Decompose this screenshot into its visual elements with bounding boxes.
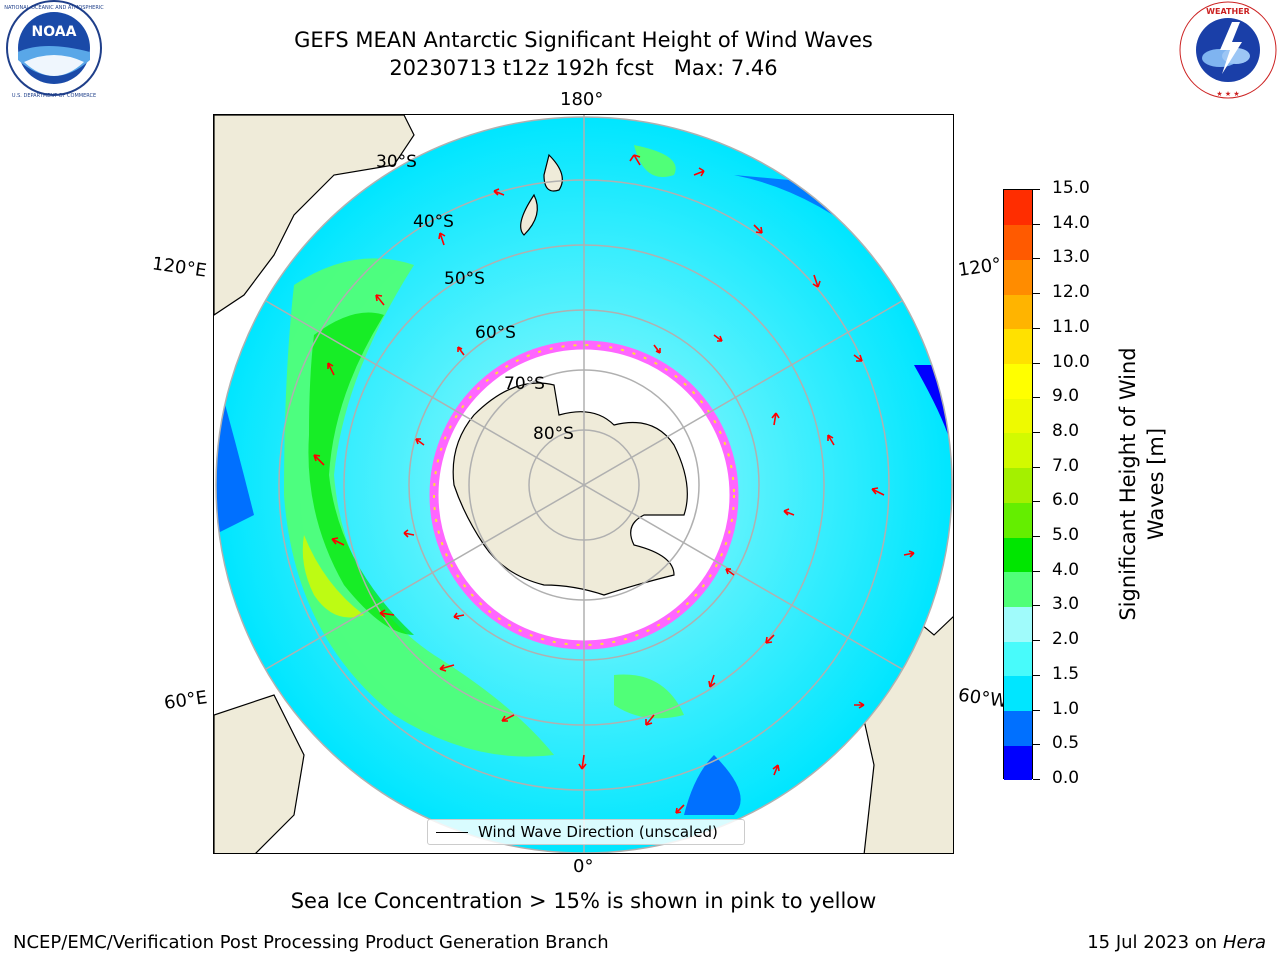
chart-title: GEFS MEAN Antarctic Significant Height o… — [213, 26, 954, 82]
lat-label-80s: 80°S — [533, 424, 574, 444]
noaa-logo: NOAA NATIONAL OCEANIC AND ATMOSPHERIC U.… — [4, 0, 104, 99]
colorbar-tick — [1033, 362, 1040, 364]
colorbar-segment — [1004, 537, 1032, 573]
footer-date: 15 Jul 2023 on Hera — [1087, 932, 1266, 953]
colorbar-segment — [1004, 745, 1032, 781]
colorbar-tick-label: 7.0 — [1052, 455, 1080, 476]
colorbar-segment — [1004, 432, 1032, 469]
lon-label-120e: 120°E — [150, 253, 208, 282]
colorbar-tick-label: 14.0 — [1052, 212, 1090, 233]
colorbar-segment — [1004, 467, 1032, 503]
colorbar-tick — [1033, 779, 1040, 780]
colorbar-tick — [1033, 431, 1040, 433]
colorbar-segment — [1004, 259, 1032, 295]
colorbar-segment — [1004, 606, 1032, 642]
colorbar-tick-label: 2.0 — [1052, 629, 1080, 650]
land-new-zealand — [520, 153, 563, 236]
lat-label-30s: 30°S — [376, 152, 417, 172]
colorbar-segment — [1004, 675, 1032, 712]
lat-label-50s: 50°S — [444, 269, 485, 289]
colorbar-tick — [1033, 501, 1040, 503]
colorbar-tick-label: 5.0 — [1052, 525, 1080, 546]
colorbar-tick — [1033, 709, 1040, 711]
high-wave-arc — [284, 258, 554, 757]
land-africa — [214, 694, 305, 853]
title-line-1: GEFS MEAN Antarctic Significant Height o… — [294, 28, 873, 52]
colorbar-tick-label: 10.0 — [1052, 351, 1090, 372]
colorbar-tick-label: 4.0 — [1052, 559, 1080, 580]
colorbar-tick — [1033, 223, 1040, 225]
colorbar-tick — [1033, 189, 1040, 190]
colorbar-tick — [1033, 744, 1040, 746]
lat-label-70s: 70°S — [504, 374, 545, 394]
lat-label-60s: 60°S — [475, 323, 516, 343]
colorbar-tick-label: 11.0 — [1052, 316, 1090, 337]
colorbar-tick — [1033, 640, 1040, 642]
colorbar-tick-label: 1.5 — [1052, 663, 1080, 684]
colorbar-tick — [1033, 605, 1040, 607]
colorbar-segment — [1004, 294, 1032, 330]
colorbar-tick — [1033, 397, 1040, 399]
graticule — [215, 115, 953, 853]
colorbar-tick — [1033, 570, 1040, 572]
legend-line-sample — [436, 832, 468, 833]
svg-text:NATIONAL OCEANIC AND ATMOSPHER: NATIONAL OCEANIC AND ATMOSPHERIC — [4, 5, 104, 11]
map-panel — [213, 114, 954, 854]
footer-date-text: 15 Jul 2023 on — [1087, 932, 1223, 953]
colorbar-tick-label: 0.0 — [1052, 768, 1080, 788]
colorbar-tick — [1033, 258, 1040, 260]
colorbar-segment — [1004, 224, 1032, 260]
noaa-logo-wordmark: NOAA — [32, 24, 77, 40]
colorbar-tick-label: 13.0 — [1052, 247, 1090, 268]
title-line-2: 20230713 t12z 192h fcst Max: 7.46 — [389, 56, 778, 80]
land-australia — [214, 115, 415, 316]
lon-label-120w: 120° — [956, 254, 1003, 281]
land-antarctica — [452, 382, 688, 596]
svg-text:U.S. DEPARTMENT OF COMMERCE: U.S. DEPARTMENT OF COMMERCE — [12, 93, 96, 99]
colorbar-tick — [1033, 293, 1040, 295]
sea-ice-note: Sea Ice Concentration > 15% is shown in … — [290, 889, 877, 913]
footer-credit: NCEP/EMC/Verification Post Processing Pr… — [13, 932, 609, 953]
colorbar — [1003, 189, 1033, 781]
colorbar-segment — [1004, 363, 1032, 399]
colorbar-segment — [1004, 190, 1032, 226]
wave-height-map — [214, 115, 953, 853]
colorbar-tick — [1033, 466, 1040, 468]
svg-text:★ ★ ★: ★ ★ ★ — [1216, 90, 1239, 98]
footer-host: Hera — [1222, 932, 1266, 953]
colorbar-segment — [1004, 710, 1032, 746]
colorbar-tick-label: 6.0 — [1052, 490, 1080, 511]
colorbar-label-text: Significant Height of Wind Waves [m] — [1116, 347, 1168, 621]
lon-label-0: 0° — [573, 856, 594, 877]
colorbar-segment — [1004, 398, 1032, 434]
colorbar-segment — [1004, 328, 1032, 365]
colorbar-tick — [1033, 674, 1040, 676]
colorbar-tick — [1033, 536, 1040, 538]
colorbar-tick-label: 3.0 — [1052, 594, 1080, 615]
colorbar-tick-label: 1.0 — [1052, 698, 1080, 719]
wave-direction-arrows — [313, 154, 915, 814]
colorbar-tick-label: 8.0 — [1052, 420, 1080, 441]
colorbar-tick — [1033, 327, 1040, 329]
colorbar-segment — [1004, 571, 1032, 607]
colorbar-segment — [1004, 641, 1032, 677]
svg-text:WEATHER: WEATHER — [1206, 7, 1250, 16]
legend-label: Wind Wave Direction (unscaled) — [478, 823, 718, 841]
lon-label-60e: 60°E — [162, 687, 209, 714]
colorbar-tick-label: 12.0 — [1052, 282, 1090, 303]
colorbar-segment — [1004, 502, 1032, 538]
lon-label-60w: 60°W — [956, 684, 1009, 713]
lon-label-180: 180° — [560, 89, 604, 110]
national-weather-service-logo: WEATHER ★ ★ ★ — [1179, 1, 1277, 99]
lat-label-40s: 40°S — [413, 212, 454, 232]
colorbar-tick-label: 9.0 — [1052, 386, 1080, 407]
colorbar-tick-label: 0.5 — [1052, 733, 1080, 754]
colorbar-tick-label: 15.0 — [1052, 178, 1090, 198]
map-legend: Wind Wave Direction (unscaled) — [427, 819, 745, 845]
